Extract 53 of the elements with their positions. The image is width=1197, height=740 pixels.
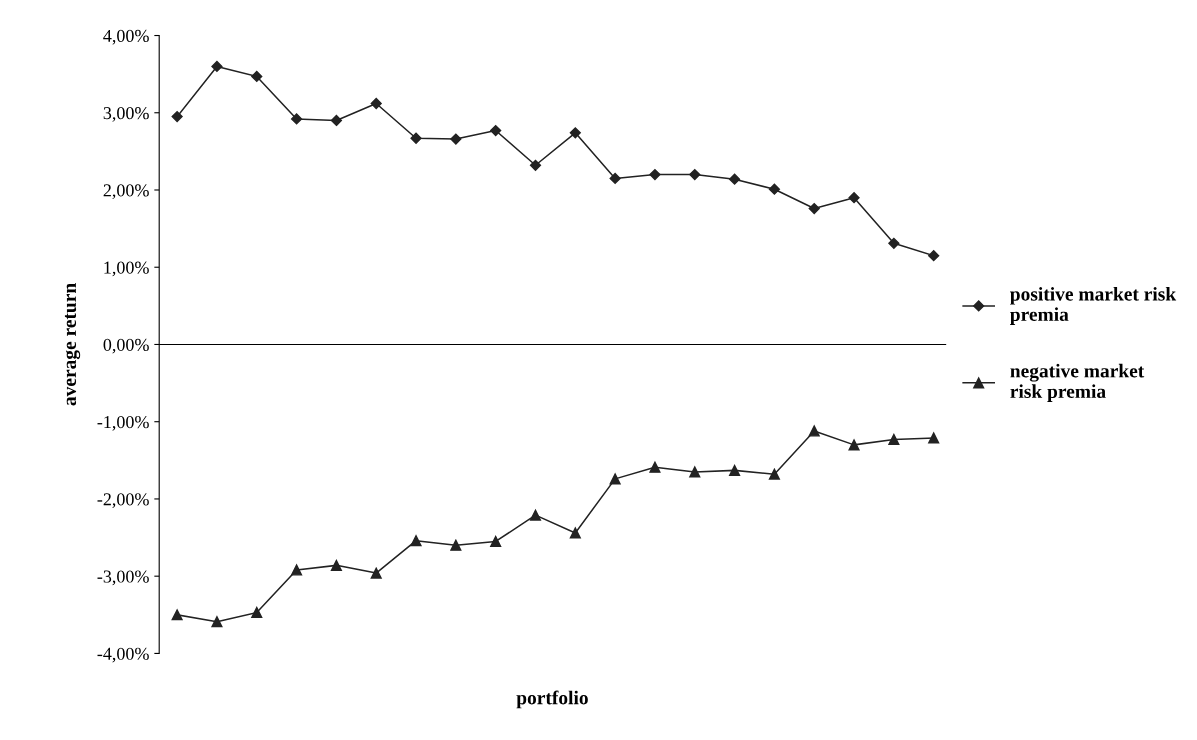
- point: [529, 509, 542, 521]
- point: [848, 439, 860, 451]
- y-axis-title: average return: [64, 283, 81, 406]
- point: [689, 168, 701, 181]
- point: [649, 461, 661, 473]
- point: [689, 466, 701, 478]
- x-axis-title: portfolio: [516, 690, 588, 709]
- point: [171, 609, 183, 621]
- point: [211, 60, 223, 73]
- point: [370, 567, 382, 579]
- y-tick-label: -1,00%: [97, 415, 149, 431]
- y-tick-label: 3,00%: [103, 107, 149, 122]
- point: [291, 564, 303, 576]
- point: [330, 114, 343, 127]
- point: [450, 133, 462, 145]
- point: [490, 124, 502, 137]
- point: [251, 70, 263, 83]
- point: [370, 97, 382, 110]
- y-tick-label: -3,00%: [97, 570, 149, 586]
- legend-label: positive market risk premia: [1010, 286, 1177, 325]
- point: [529, 159, 542, 171]
- point: [928, 250, 940, 262]
- point: [569, 127, 581, 139]
- point: [729, 464, 741, 476]
- point: [490, 535, 502, 547]
- y-tick-label: -4,00%: [97, 647, 149, 663]
- point: [888, 237, 900, 249]
- point: [251, 606, 263, 619]
- point: [290, 113, 303, 125]
- point: [450, 539, 462, 551]
- point: [330, 559, 342, 571]
- point: [808, 425, 820, 437]
- point: [410, 535, 422, 547]
- point: [171, 111, 183, 123]
- y-tick-label: 0,00%: [103, 338, 149, 354]
- y-tick-label: 4,00%: [103, 29, 149, 45]
- point: [848, 192, 860, 204]
- point: [768, 468, 780, 480]
- y-tick-label: 2,00%: [103, 184, 149, 200]
- point: [211, 616, 223, 628]
- point: [649, 168, 661, 181]
- point: [888, 433, 900, 446]
- y-tick-label: -2,00%: [97, 493, 149, 508]
- point: [808, 202, 820, 215]
- point: [928, 432, 940, 444]
- point: [728, 173, 741, 185]
- point: [768, 183, 781, 195]
- point: [609, 473, 621, 485]
- y-tick-label: 1,00%: [104, 261, 149, 277]
- point: [410, 132, 422, 144]
- point: [569, 527, 581, 539]
- point: [609, 172, 621, 185]
- legend-label: negative market risk premia: [1010, 363, 1145, 402]
